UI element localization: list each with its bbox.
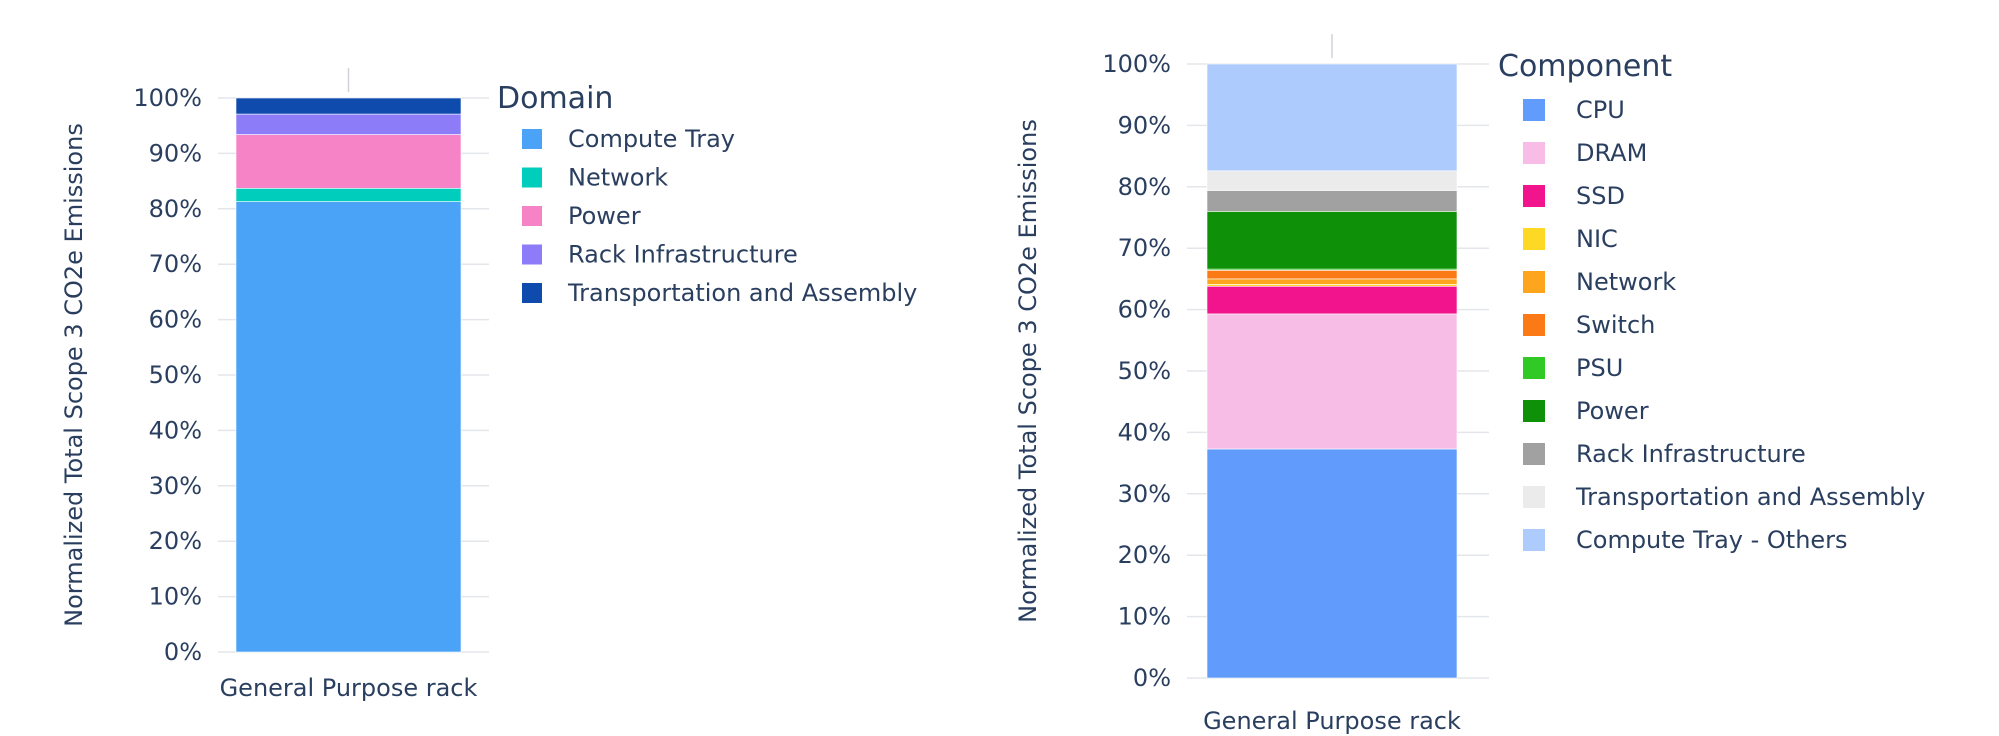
chart-1-bar-power[interactable]	[235, 134, 462, 189]
chart-1-y-tick-label: 70%	[149, 250, 202, 278]
chart-1-y-tick-label: 20%	[149, 527, 202, 555]
chart-2-legend-item[interactable]: Compute Tray - Others	[1523, 526, 1848, 554]
chart-2: 0% 10% 20% 30% 40% 50% 60% 70% 80% 90% 100% General…	[1014, 34, 1925, 735]
chart-1-legend-label: Power	[568, 202, 641, 230]
chart-2-bar-network[interactable]	[1206, 278, 1458, 285]
chart-1: 0% 10% 20% 30% 40% 50% 60% 70% 80% 90% 100% General…	[60, 68, 917, 702]
chart-1-legend-swatch	[522, 129, 542, 149]
chart-1-bar-rack-infrastructure[interactable]	[235, 113, 462, 135]
chart-1-y-tick-label: 0%	[164, 638, 202, 666]
chart-1-y-axis-title: Normalized Total Scope 3 CO2e Emissions	[60, 123, 88, 627]
chart-2-legend-swatch	[1523, 99, 1545, 121]
chart-1-y-tick-label: 60%	[149, 306, 202, 334]
chart-1-legend-item[interactable]: Power	[522, 202, 641, 230]
chart-2-bar-dram[interactable]	[1206, 313, 1458, 450]
chart-1-legend-swatch	[522, 206, 542, 226]
chart-2-y-tick-label: 80%	[1118, 173, 1171, 201]
chart-2-legend-item[interactable]: PSU	[1523, 354, 1623, 382]
chart-1-legend-swatch	[522, 167, 542, 188]
chart-1-legend-swatch	[522, 283, 542, 303]
chart-2-legend-label: DRAM	[1576, 139, 1647, 167]
chart-1-y-tick-label: 80%	[149, 195, 202, 223]
chart-2-legend-swatch	[1523, 443, 1545, 465]
chart-1-bar-compute-tray[interactable]	[235, 201, 462, 653]
chart-1-legend-label: Rack Infrastructure	[568, 241, 798, 269]
chart-2-bar-power[interactable]	[1206, 211, 1458, 270]
chart-2-legend-label: PSU	[1576, 354, 1623, 382]
chart-2-legend-label: Transportation and Assembly	[1575, 483, 1925, 511]
chart-2-legend-swatch	[1523, 185, 1545, 207]
chart-2-bar-ssd[interactable]	[1206, 285, 1458, 315]
chart-2-legend-label: Compute Tray - Others	[1576, 526, 1848, 554]
chart-1-legend-item[interactable]: Network	[522, 164, 668, 192]
chart-1-legend-item[interactable]: Rack Infrastructure	[522, 241, 798, 269]
chart-2-bar-rack-infrastructure[interactable]	[1206, 190, 1458, 212]
chart-2-legend-swatch	[1523, 228, 1545, 250]
chart-2-y-tick-label: 50%	[1118, 357, 1171, 385]
chart-2-y-tick-label: 0%	[1133, 664, 1171, 692]
chart-2-legend-label: SSD	[1576, 182, 1625, 210]
chart-2-legend-swatch	[1523, 271, 1545, 293]
chart-2-legend-item[interactable]: Rack Infrastructure	[1523, 440, 1806, 468]
chart-2-y-tick-label: 40%	[1118, 418, 1171, 446]
chart-2-legend-item[interactable]: SSD	[1523, 182, 1625, 210]
chart-1-y-tick-label: 40%	[149, 416, 202, 444]
chart-2-legend-swatch	[1523, 529, 1545, 551]
chart-1-legend-item[interactable]: Compute Tray	[522, 125, 735, 153]
chart-1-legend-title: Domain	[497, 81, 613, 116]
chart-2-y-tick-label: 20%	[1118, 541, 1171, 569]
chart-2-legend-label: Rack Infrastructure	[1576, 440, 1806, 468]
chart-1-legend: Domain Compute Tray Network Power Rack Infra…	[497, 81, 917, 307]
chart-1-y-tick-label: 90%	[149, 139, 202, 167]
chart-2-legend-item[interactable]: Power	[1523, 397, 1649, 425]
chart-2-legend-label: NIC	[1576, 225, 1618, 253]
chart-2-bar-switch[interactable]	[1206, 270, 1458, 280]
chart-2-y-tick-label: 60%	[1118, 296, 1171, 324]
chart-1-y-tick-label: 50%	[149, 361, 202, 389]
chart-2-legend-label: Switch	[1576, 311, 1655, 339]
chart-2-legend-swatch	[1523, 314, 1545, 336]
chart-2-y-tick-label: 70%	[1118, 234, 1171, 262]
chart-2-legend-label: Power	[1576, 397, 1649, 425]
chart-1-y-tick-label: 100%	[133, 84, 202, 112]
chart-2-legend-title: Component	[1498, 49, 1672, 84]
chart-2-y-tick-label: 30%	[1118, 480, 1171, 508]
chart-2-legend-swatch	[1523, 357, 1545, 379]
chart-2-legend-item[interactable]: NIC	[1523, 225, 1618, 253]
chart-1-y-tick-label: 30%	[149, 472, 202, 500]
chart-2-legend-item[interactable]: Transportation and Assembly	[1523, 483, 1925, 511]
chart-2-legend-swatch	[1523, 400, 1545, 422]
chart-2-y-tick-label: 10%	[1118, 603, 1171, 631]
chart-2-legend-label: Network	[1576, 268, 1676, 296]
chart-2-legend-item[interactable]: Network	[1523, 268, 1676, 296]
chart-2-x-category-label: General Purpose rack	[1203, 707, 1461, 735]
chart-1-legend-label: Transportation and Assembly	[567, 279, 917, 307]
chart-2-legend-swatch	[1523, 486, 1545, 508]
chart-1-x-category-label: General Purpose rack	[220, 674, 478, 702]
chart-2-y-axis-title: Normalized Total Scope 3 CO2e Emissions	[1014, 119, 1042, 623]
chart-1-bar-transportation-and-assembly[interactable]	[235, 97, 462, 115]
chart-2-legend-label: CPU	[1576, 96, 1625, 124]
chart-1-bar-network[interactable]	[235, 188, 462, 202]
chart-2-y-tick-label: 90%	[1118, 111, 1171, 139]
chart-2-y-tick-label: 100%	[1102, 50, 1171, 78]
chart-2-legend: Component CPU DRAM SSD NIC Network Switch PSU Po…	[1498, 49, 1925, 554]
chart-1-legend-label: Compute Tray	[568, 125, 735, 153]
chart-1-legend-label: Network	[568, 164, 668, 192]
chart-2-legend-item[interactable]: DRAM	[1523, 139, 1647, 167]
chart-1-y-tick-label: 10%	[149, 583, 202, 611]
chart-2-legend-swatch	[1523, 142, 1545, 164]
chart-2-bar-cpu[interactable]	[1206, 448, 1458, 679]
chart-2-bar-transportation-and-assembly[interactable]	[1206, 170, 1458, 191]
chart-1-legend-swatch	[522, 244, 542, 265]
chart-2-legend-item[interactable]: CPU	[1523, 96, 1625, 124]
chart-2-legend-item[interactable]: Switch	[1523, 311, 1655, 339]
chart-2-bar-compute-tray-others[interactable]	[1206, 63, 1458, 172]
chart-1-legend-item[interactable]: Transportation and Assembly	[522, 279, 917, 307]
